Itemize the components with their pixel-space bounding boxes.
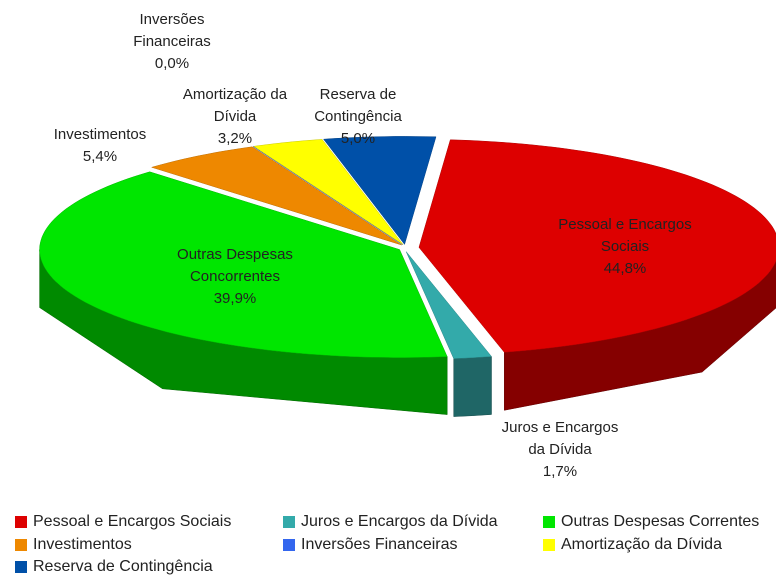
slice-label: Investimentos [54, 126, 147, 143]
slice-label: Financeiras [133, 33, 211, 50]
slice [150, 146, 402, 246]
slice-label: Dívida [214, 108, 257, 125]
legend-label: Inversões Financeiras [301, 536, 458, 553]
legend-label: Outras Despesas Correntes [561, 513, 759, 530]
slice [405, 251, 493, 359]
slice [252, 146, 403, 245]
slice [323, 136, 437, 245]
slice-label: Concorrentes [190, 268, 280, 285]
legend-label: Pessoal e Encargos Sociais [33, 513, 231, 530]
value-label: 1,7% [543, 463, 577, 480]
slice-label: Contingência [314, 108, 402, 125]
legend-label: Juros e Encargos da Dívida [301, 513, 498, 530]
slice-label: Outras Despesas [177, 246, 293, 263]
slice [418, 139, 776, 353]
legend-swatch [543, 539, 555, 551]
value-label: 44,8% [604, 260, 647, 277]
value-label: 5,0% [341, 130, 375, 147]
slice-label: Inversões [139, 11, 204, 28]
legend-label: Amortização da Dívida [561, 536, 722, 553]
value-label: 5,4% [83, 148, 117, 165]
legend-swatch [15, 561, 27, 573]
legend-swatch [543, 516, 555, 528]
value-label: 0,0% [155, 55, 189, 72]
slice-label: Amortização da [183, 86, 288, 103]
slice-label: Pessoal e Encargos [558, 216, 691, 233]
legend-swatch [15, 516, 27, 528]
slice [252, 139, 404, 245]
slice-label: Sociais [601, 238, 649, 255]
value-label: 39,9% [214, 290, 257, 307]
legend-label: Investimentos [33, 536, 132, 553]
legend-swatch [283, 516, 295, 528]
legend-swatch [15, 539, 27, 551]
slice-label: Reserva de [320, 86, 397, 103]
slice-side [453, 356, 492, 417]
legend-label: Reserva de Contingência [33, 558, 213, 575]
slice [39, 171, 448, 358]
slice-label: Juros e Encargos [502, 419, 619, 436]
legend-swatch [283, 539, 295, 551]
slice-label: da Dívida [528, 441, 592, 458]
value-label: 3,2% [218, 130, 252, 147]
